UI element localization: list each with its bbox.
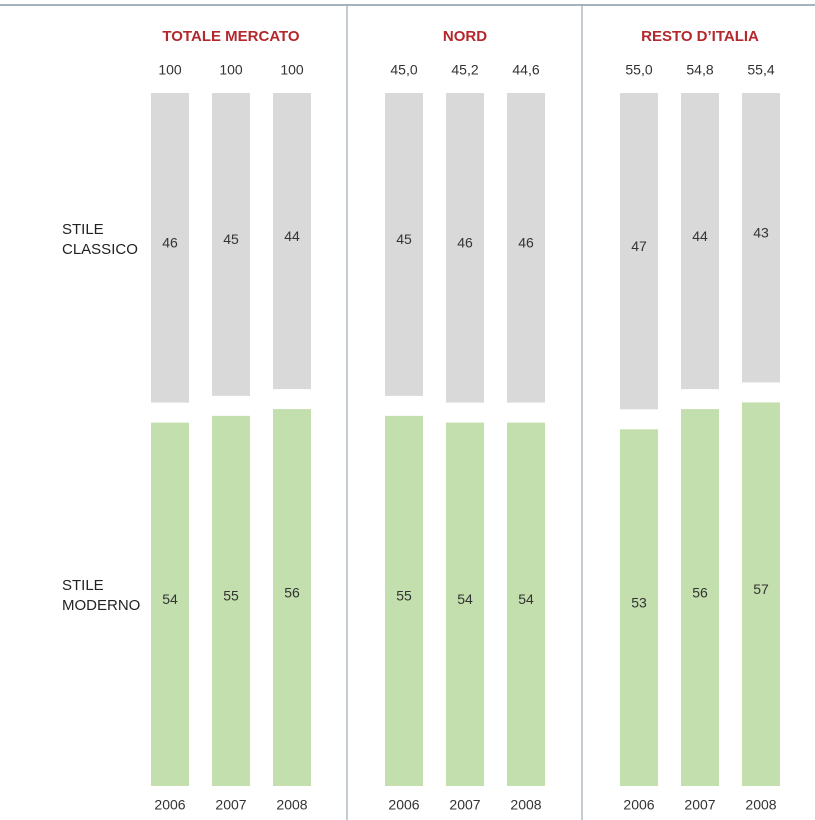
segment-label: 57 xyxy=(753,581,769,597)
bar-segment xyxy=(681,93,719,390)
total-label: 45,2 xyxy=(451,62,478,78)
bar-segment xyxy=(620,429,658,786)
segment-label: 46 xyxy=(457,234,473,250)
total-label: 55,0 xyxy=(625,62,652,78)
x-tick-label: 2008 xyxy=(510,797,541,813)
panel-title: TOTALE MERCATO xyxy=(162,28,300,45)
total-label: 55,4 xyxy=(747,62,774,78)
x-tick-label: 2008 xyxy=(276,797,307,813)
segment-label: 53 xyxy=(631,594,647,610)
segment-label: 44 xyxy=(284,228,300,244)
segment-label: 55 xyxy=(223,588,239,604)
x-tick-label: 2008 xyxy=(745,797,776,813)
x-tick-label: 2006 xyxy=(388,797,419,813)
bar-segment xyxy=(212,415,250,786)
x-tick-label: 2006 xyxy=(623,797,654,813)
segment-label: 46 xyxy=(162,234,178,250)
bar-segment xyxy=(507,93,545,403)
total-label: 54,8 xyxy=(686,62,713,78)
bar-segment xyxy=(273,93,311,390)
panel-title: NORD xyxy=(443,28,487,45)
panel-title: RESTO D’ITALIA xyxy=(641,28,759,45)
segment-label: 54 xyxy=(457,591,473,607)
segment-label: 56 xyxy=(284,584,300,600)
x-tick-label: 2006 xyxy=(154,797,185,813)
bar-segment xyxy=(681,409,719,786)
bar-segment xyxy=(151,422,189,786)
total-label: 100 xyxy=(280,62,304,78)
segment-label: 45 xyxy=(396,231,412,247)
bar-segment xyxy=(620,93,658,410)
segment-label: 54 xyxy=(162,591,178,607)
segment-label: 46 xyxy=(518,234,534,250)
x-tick-label: 2007 xyxy=(684,797,715,813)
bar-segment xyxy=(273,409,311,786)
series-label: STILE CLASSICO xyxy=(62,220,138,258)
segment-label: 45 xyxy=(223,231,239,247)
total-label: 100 xyxy=(219,62,243,78)
total-label: 45,0 xyxy=(390,62,417,78)
total-label: 100 xyxy=(158,62,182,78)
bar-segment xyxy=(151,93,189,403)
x-tick-label: 2007 xyxy=(215,797,246,813)
bar-segment xyxy=(212,93,250,396)
bar-segment xyxy=(742,402,780,786)
bar-segment xyxy=(446,93,484,403)
series-label: STILE MODERNO xyxy=(62,577,141,615)
bar-segment xyxy=(742,93,780,383)
bar-segment xyxy=(385,93,423,396)
segment-label: 47 xyxy=(631,238,647,254)
segment-label: 44 xyxy=(692,228,708,244)
segment-label: 56 xyxy=(692,584,708,600)
bar-segment xyxy=(507,422,545,786)
segment-label: 43 xyxy=(753,224,769,240)
bar-segment xyxy=(446,422,484,786)
segment-label: 55 xyxy=(396,588,412,604)
total-label: 44,6 xyxy=(512,62,539,78)
bar-segment xyxy=(385,415,423,786)
segment-label: 54 xyxy=(518,591,534,607)
x-tick-label: 2007 xyxy=(449,797,480,813)
